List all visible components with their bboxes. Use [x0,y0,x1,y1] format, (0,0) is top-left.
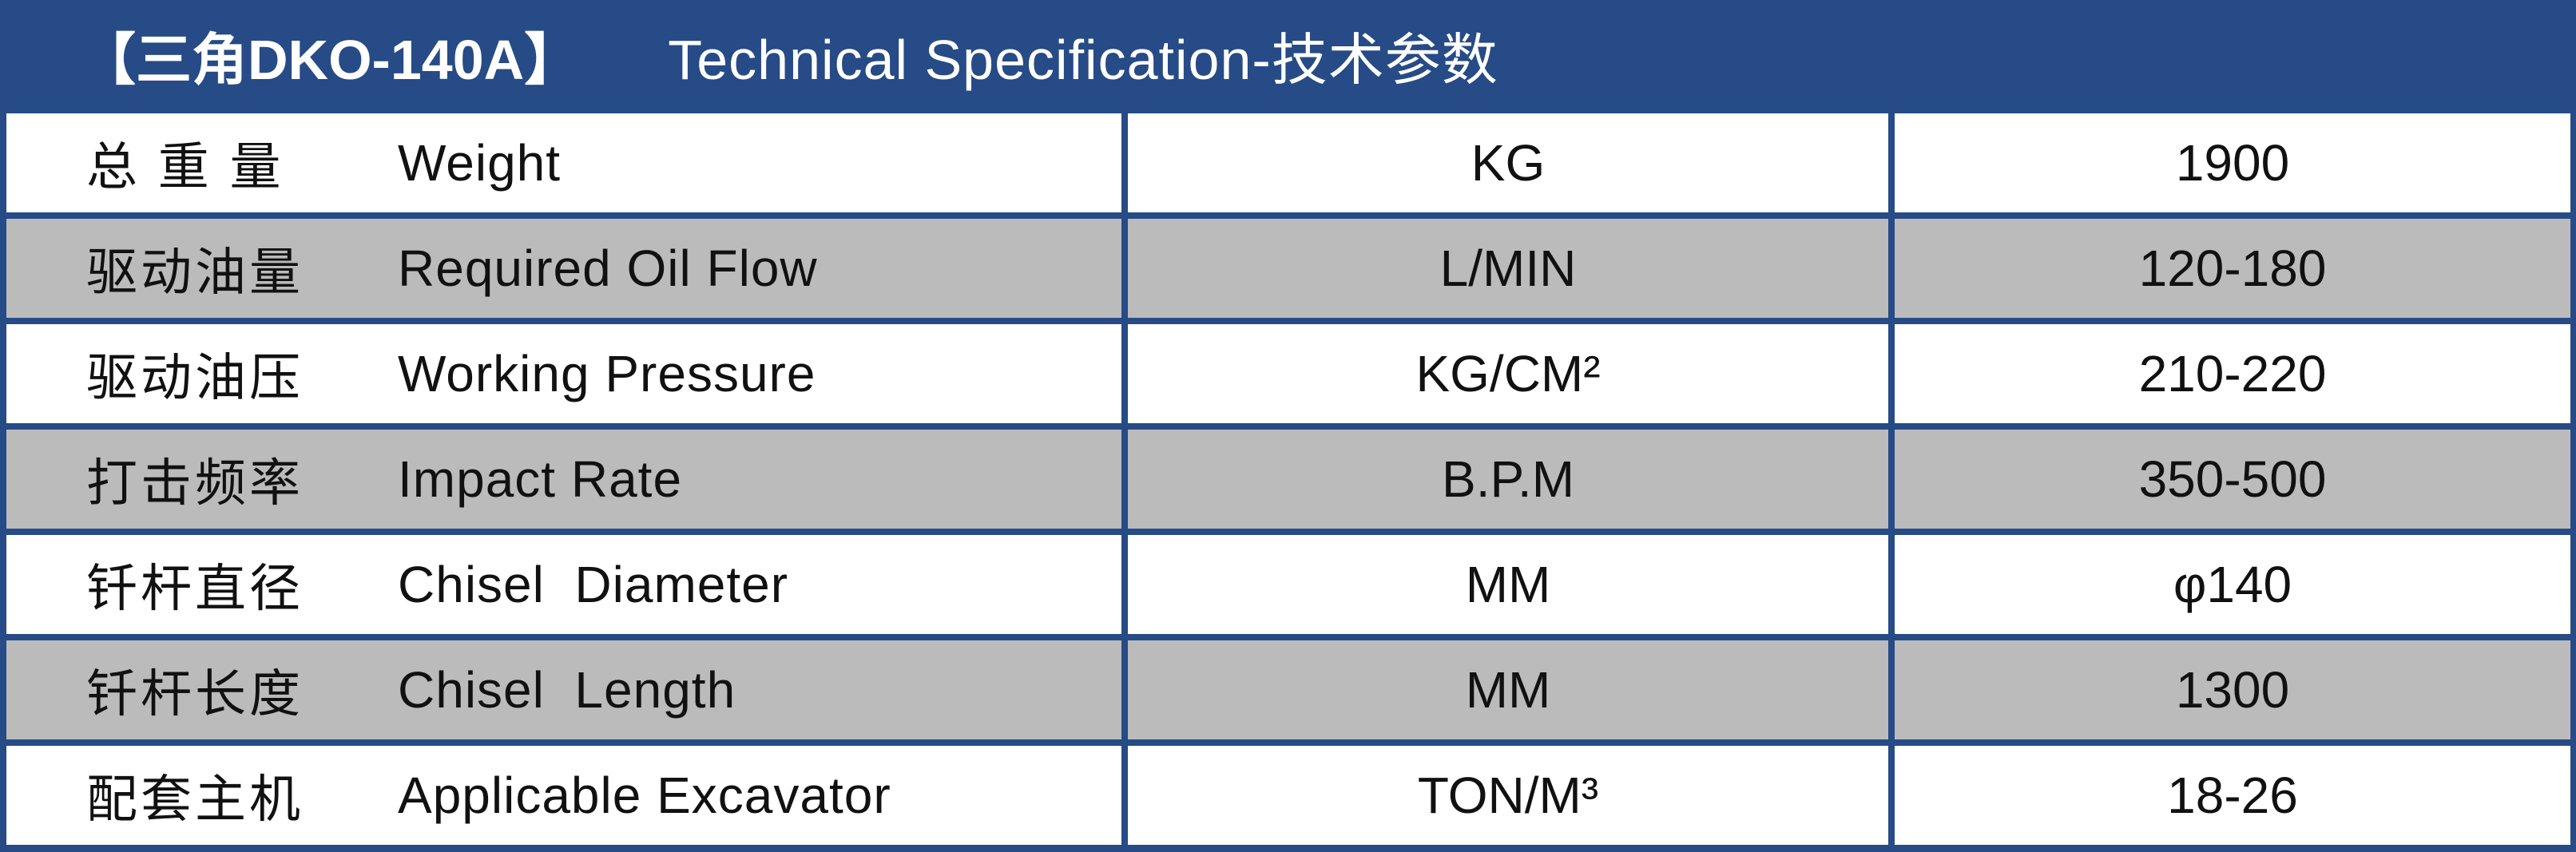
param-cell: 总 重 量 Weight [6,113,1121,212]
param-cell: 驱动油压 Working Pressure [6,324,1121,423]
unit-cell: MM [1128,535,1888,634]
spec-header: 【三角DKO-140A】 Technical Specification-技术参… [0,0,2576,110]
unit-cell: KG [1128,113,1888,212]
spec-title: Technical Specification-技术参数 [668,28,1498,91]
table-row-impact-rate: 打击频率 Impact Rate B.P.M 350-500 [6,430,2570,529]
param-zh: 驱动油压 [86,349,304,406]
value-cell: 210-220 [1895,324,2570,423]
param-cell: 驱动油量 Required Oil Flow [6,219,1121,318]
param-zh: 总 重 量 [86,138,284,196]
value-cell: 350-500 [1895,430,2570,529]
value-cell: 1900 [1895,113,2570,212]
table-row-chisel-length: 钎杆长度 Chisel Length MM 1300 [6,640,2570,739]
table-row-pressure: 驱动油压 Working Pressure KG/CM² 210-220 [6,324,2570,423]
param-zh: 打击频率 [86,454,304,512]
value-cell: 120-180 [1895,219,2570,318]
param-en: Chisel Length [398,661,736,719]
param-en: Required Oil Flow [398,240,818,297]
param-zh: 钎杆直径 [86,560,304,617]
param-cell: 配套主机 Applicable Excavator [6,746,1121,845]
param-en: Chisel Diameter [398,556,789,613]
param-en: Working Pressure [398,345,816,402]
unit-cell: KG/CM² [1128,324,1888,423]
spec-table: 总 重 量 Weight KG 1900 驱动油量 Required Oil Flo… [6,113,2570,851]
param-en: Weight [398,134,562,192]
table-row-oil-flow: 驱动油量 Required Oil Flow L/MIN 120-180 [6,219,2570,318]
param-cell: 钎杆直径 Chisel Diameter [6,535,1121,634]
table-row-chisel-diameter: 钎杆直径 Chisel Diameter MM φ140 [6,535,2570,634]
param-zh: 驱动油量 [86,244,304,301]
param-zh: 钎杆长度 [86,665,304,723]
table-row-weight: 总 重 量 Weight KG 1900 [6,113,2570,212]
value-cell: φ140 [1895,535,2570,634]
model-name: 【三角DKO-140A】 [80,28,581,91]
param-en: Impact Rate [398,450,683,508]
param-zh: 配套主机 [86,771,304,828]
unit-cell: TON/M³ [1128,746,1888,845]
unit-cell: MM [1128,640,1888,739]
table-row-excavator: 配套主机 Applicable Excavator TON/M³ 18-26 [6,746,2570,845]
param-cell: 钎杆长度 Chisel Length [6,640,1121,739]
param-en: Applicable Excavator [398,767,891,824]
value-cell: 1300 [1895,640,2570,739]
unit-cell: B.P.M [1128,430,1888,529]
unit-cell: L/MIN [1128,219,1888,318]
param-cell: 打击频率 Impact Rate [6,430,1121,529]
value-cell: 18-26 [1895,746,2570,845]
